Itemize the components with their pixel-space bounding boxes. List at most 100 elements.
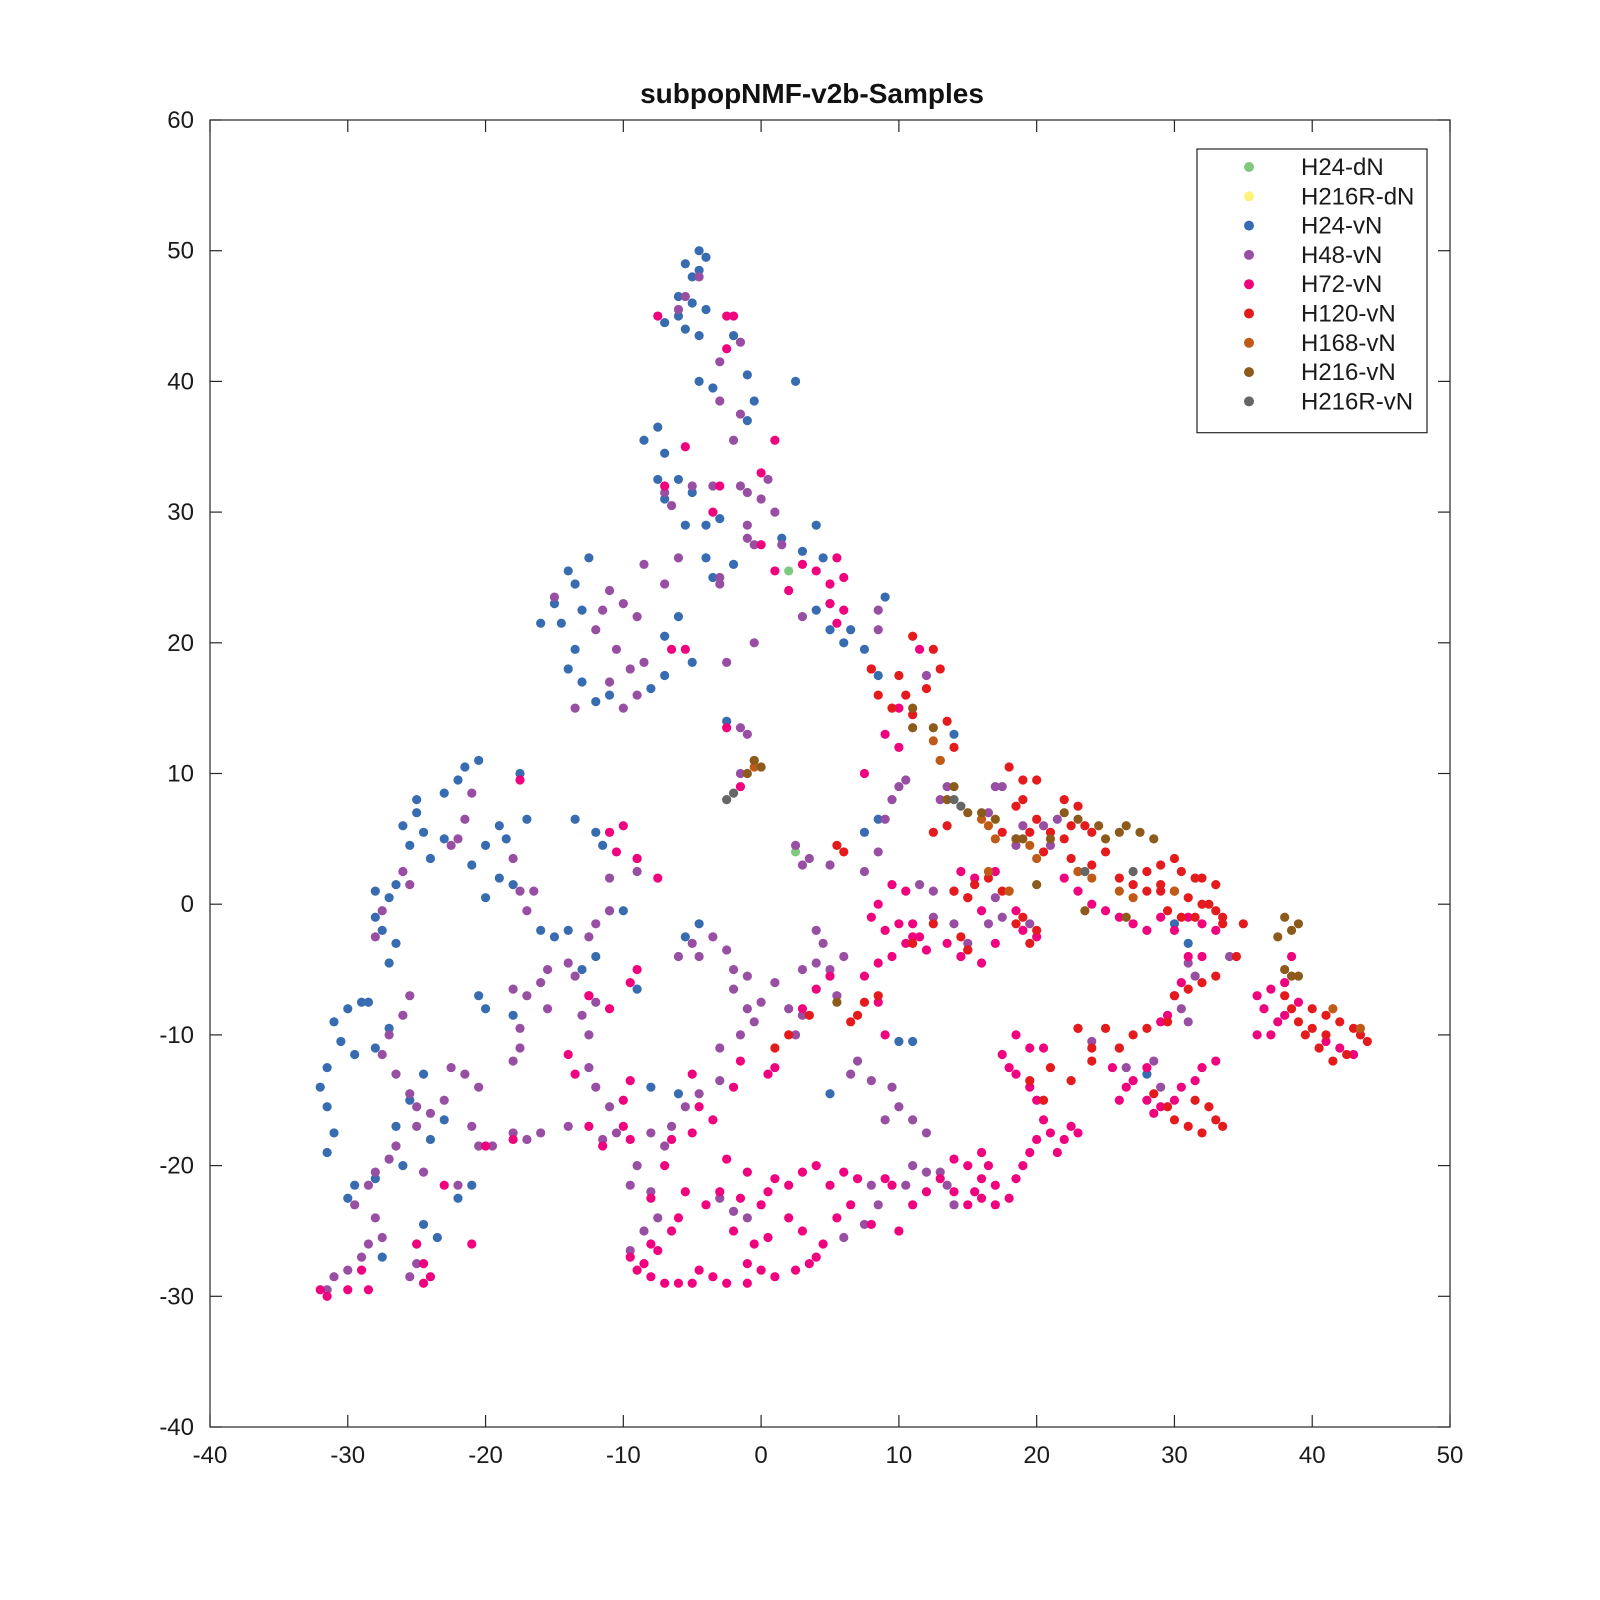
data-point [1183,1017,1193,1027]
data-point [660,481,670,491]
data-point [1073,1023,1083,1033]
data-point [639,1226,649,1236]
data-point [1087,899,1097,909]
data-point [639,435,649,445]
data-point [453,775,463,785]
data-point [377,1232,387,1243]
data-point [1128,1076,1138,1086]
data-point [1128,879,1138,890]
data-point [1073,1128,1083,1138]
x-tick-label: -10 [606,1442,641,1469]
data-point [625,1180,635,1190]
data-point [322,1102,332,1112]
data-point [398,1010,408,1020]
data-point [646,1272,656,1282]
data-point [604,585,615,596]
data-point [1114,886,1124,896]
legend-label: H216R-dN [1301,183,1414,210]
data-point [1218,1121,1228,1131]
data-point [418,1167,429,1177]
data-point [542,1004,553,1014]
data-point [1176,1082,1186,1092]
data-point [1121,1082,1131,1092]
data-point [735,723,746,733]
data-point [618,906,628,916]
data-point [591,697,601,707]
data-point [770,1062,780,1073]
data-point [825,860,835,870]
data-point [1273,932,1283,942]
data-point [1259,1004,1269,1014]
data-point [556,618,566,628]
data-point [1128,866,1138,877]
data-point [1162,906,1173,916]
data-point [625,1076,635,1086]
y-tick-label: 30 [167,499,194,526]
data-point [770,1174,780,1184]
data-point [639,559,649,569]
data-point [343,1193,353,1203]
data-point [632,853,642,864]
data-point [363,1180,374,1190]
data-point [1280,978,1290,988]
data-point [1190,912,1200,922]
legend-item: H216-vN [1244,359,1396,386]
data-point [901,690,911,700]
data-point [322,1285,332,1295]
data-point [942,1180,952,1190]
data-point [446,840,456,850]
data-point [804,853,814,864]
data-point [694,1102,704,1112]
data-point [660,1141,670,1151]
data-point [508,879,518,890]
data-point [983,873,994,883]
data-point [453,1193,463,1203]
data-point [460,1069,470,1079]
data-point [963,808,973,818]
data-point [1011,801,1021,811]
data-point [377,1049,387,1060]
data-point [735,768,746,779]
data-point [728,1226,739,1236]
data-point [315,1082,325,1092]
data-point [439,1095,449,1105]
data-point [536,925,546,935]
data-point [418,1259,429,1269]
data-point [908,1115,918,1125]
data-point [976,958,987,968]
data-point [625,664,635,674]
scatter-points [315,246,1372,1301]
data-point [894,703,904,713]
data-point [405,840,415,850]
data-point [1100,847,1111,857]
data-point [646,683,656,694]
legend-marker [1244,220,1254,231]
data-point [784,585,794,596]
data-point [549,932,560,942]
data-point [804,1010,814,1020]
data-point [1162,1010,1173,1020]
data-point [873,625,883,635]
data-point [1211,971,1221,981]
data-point [1025,1147,1035,1158]
data-point [563,1049,573,1060]
data-point [1348,1049,1359,1060]
data-point [1176,978,1186,988]
data-point [1066,1076,1076,1086]
data-point [880,1030,890,1040]
data-point [680,520,690,530]
y-tick-label: -10 [159,1022,194,1049]
data-point [983,821,994,831]
data-point [722,723,732,733]
data-point [666,644,677,654]
data-point [1231,951,1242,962]
data-point [887,1180,897,1190]
data-point [976,808,987,818]
data-point [515,768,525,779]
data-point [722,1154,732,1164]
data-point [1073,814,1083,824]
data-point [549,598,560,609]
data-point [625,1245,635,1256]
data-point [474,1141,484,1151]
data-point [425,1134,436,1145]
